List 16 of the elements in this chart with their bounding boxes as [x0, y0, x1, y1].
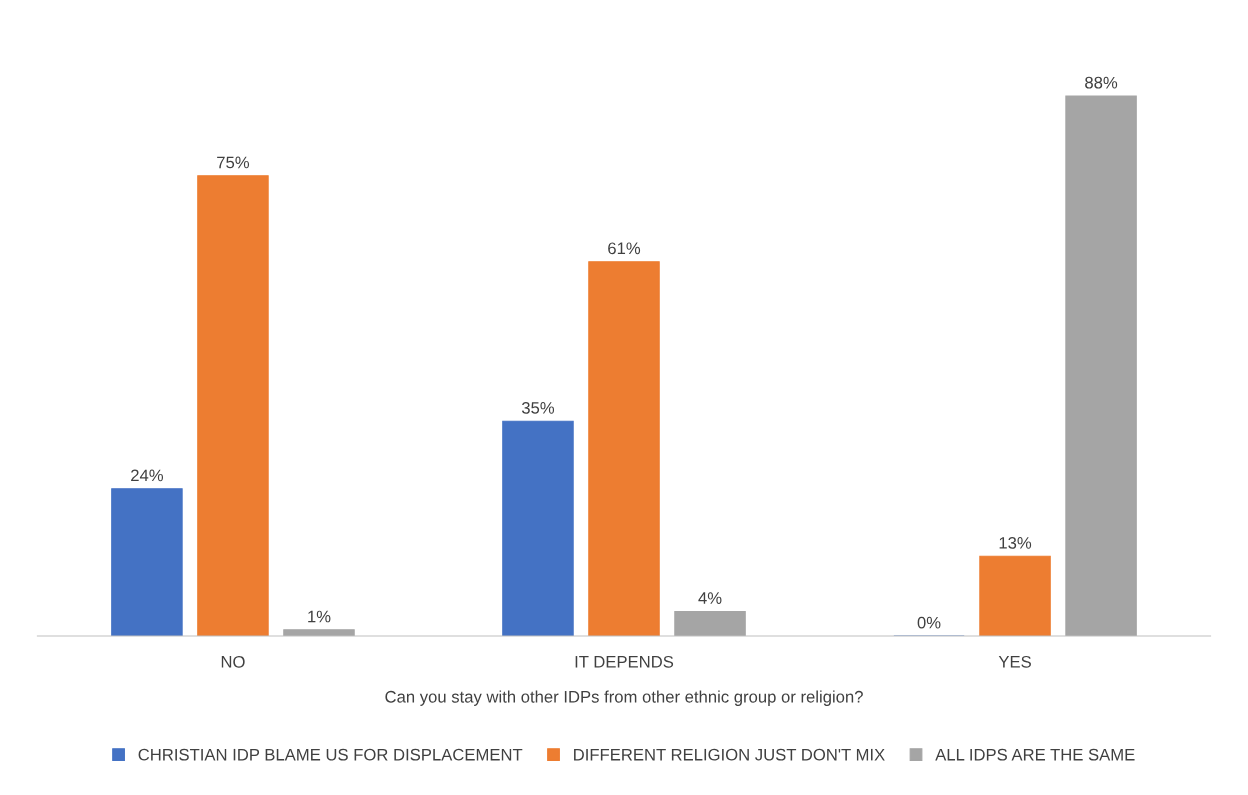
- data-label: 35%: [521, 401, 555, 414]
- data-label: 1%: [308, 610, 331, 623]
- legend-label: DIFFERENT RELIGION JUST DON'T MIX: [574, 748, 885, 761]
- data-label: 88%: [1085, 76, 1118, 89]
- data-label: 13%: [999, 536, 1032, 549]
- data-label: 24%: [131, 469, 164, 482]
- x-tick-label: IT DEPENDS: [575, 655, 674, 668]
- x-tick-label: YES: [998, 655, 1031, 668]
- data-label: 0%: [917, 616, 941, 629]
- legend-label: CHRISTIAN IDP BLAME US FOR DISPLACEMENT: [138, 748, 523, 761]
- legend-label: ALL IDPS ARE THE SAME: [935, 748, 1135, 761]
- data-label: 61%: [608, 242, 641, 255]
- x-tick-label: NO: [221, 655, 245, 668]
- data-label: 75%: [217, 156, 250, 169]
- x-axis-title: Can you stay with other IDPs from other ethnic group or religion?: [385, 690, 863, 706]
- data-label: 4%: [698, 592, 722, 604]
